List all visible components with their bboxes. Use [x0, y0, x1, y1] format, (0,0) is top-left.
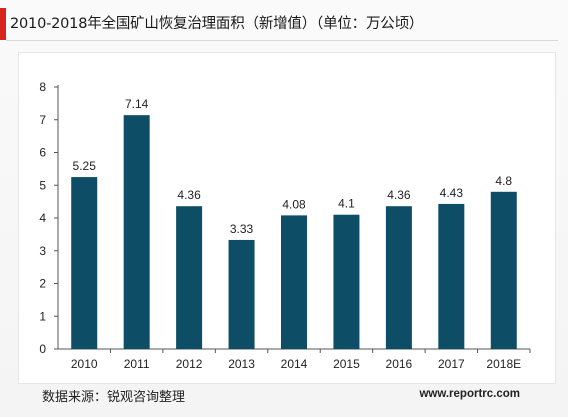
bar-value-label: 3.33: [230, 222, 254, 236]
bar: [123, 115, 150, 349]
bar-value-label: 4.36: [387, 188, 411, 202]
chart-title: 2010-2018年全国矿山恢复治理面积（新增值）（单位：万公顷）: [10, 16, 424, 32]
y-tick-label: 4: [39, 211, 46, 225]
x-tick-label: 2011: [124, 357, 150, 371]
y-tick-label: 5: [39, 178, 46, 192]
bar: [438, 203, 465, 349]
y-tick-label: 1: [39, 309, 46, 323]
bar-value-label: 4.1: [338, 197, 355, 211]
x-tick-label: 2015: [333, 357, 360, 371]
y-tick-label: 8: [39, 80, 46, 94]
bar: [281, 215, 307, 349]
bar-value-label: 4.36: [177, 188, 201, 202]
bar: [385, 206, 412, 349]
website-url: www.reportrc.com: [419, 388, 520, 400]
y-tick-label: 0: [39, 342, 46, 356]
bar-value-label: 4.43: [440, 186, 464, 200]
y-tick-label: 6: [39, 146, 46, 160]
x-tick-label: 2012: [176, 357, 203, 371]
x-tick-label: 2013: [228, 357, 255, 371]
y-tick-label: 2: [39, 277, 46, 291]
title-divider: [6, 40, 558, 41]
x-tick-label: 2017: [438, 357, 465, 371]
data-source: 数据来源：锐观咨询整理: [42, 390, 186, 405]
x-tick-label: 2018E: [486, 357, 521, 371]
bar-value-label: 4.8: [495, 174, 512, 188]
y-tick-label: 7: [39, 113, 46, 127]
bar: [333, 214, 360, 349]
title-accent-bar: [0, 8, 6, 40]
x-tick-label: 2016: [386, 357, 413, 371]
bar: [71, 177, 98, 349]
bar-value-label: 5.25: [73, 159, 97, 173]
x-tick-label: 2010: [71, 357, 98, 371]
bar: [228, 239, 255, 349]
bar-value-label: 7.14: [125, 97, 149, 111]
y-tick-label: 3: [39, 244, 46, 258]
bar: [176, 206, 203, 349]
bar-value-label: 4.08: [282, 197, 306, 211]
x-tick-label: 2014: [281, 357, 308, 371]
bar: [490, 191, 517, 349]
